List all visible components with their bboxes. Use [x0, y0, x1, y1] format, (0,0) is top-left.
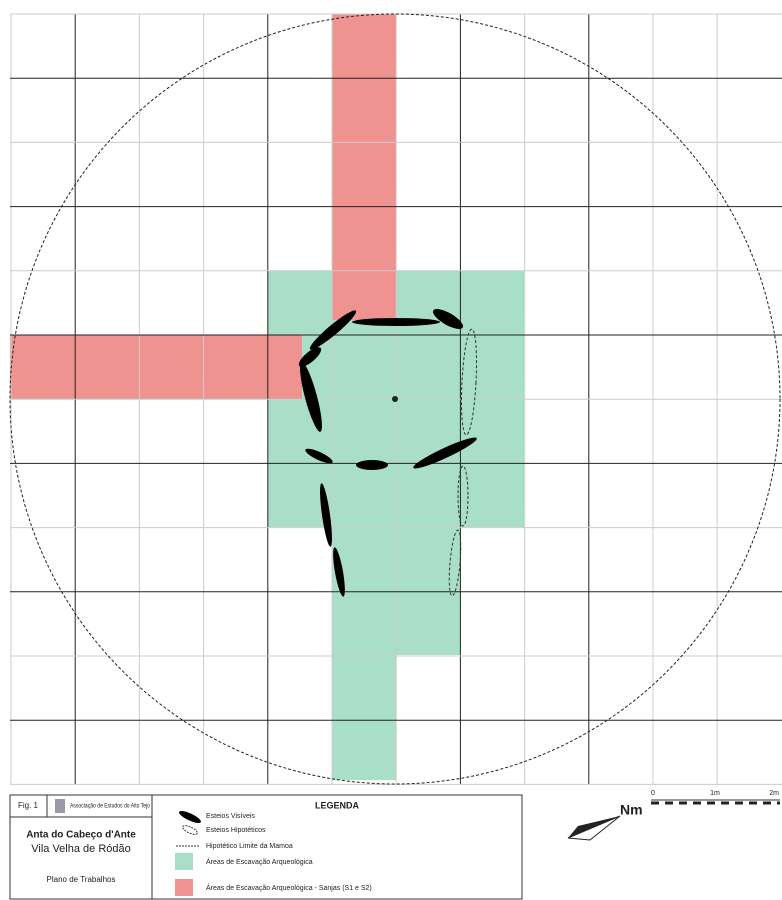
stone — [320, 483, 332, 547]
fig-label: Fig. 1 — [18, 801, 39, 810]
hypothetical-stone — [448, 529, 462, 597]
mound-limit — [9, 13, 781, 785]
excavation-areas — [10, 14, 524, 780]
excavation-area — [332, 655, 396, 780]
stones — [298, 309, 477, 597]
stone — [298, 347, 322, 367]
trench-s2 — [10, 335, 302, 399]
frame — [9, 794, 523, 900]
stone — [333, 547, 345, 597]
legend-swatch — [179, 811, 201, 823]
legend-swatch — [175, 853, 193, 870]
stone — [432, 309, 464, 329]
scale-label: 1m — [710, 790, 720, 797]
hypothetical-stones — [448, 328, 478, 597]
legend-item: Áreas de Escavação Arqueológica - Sanjas… — [206, 883, 372, 892]
hypothetical-stone — [457, 465, 469, 527]
legend-item: Esteios Visíveis — [206, 813, 255, 820]
plan: Plano de Trabalhos — [47, 875, 116, 884]
stone — [413, 437, 477, 469]
stone — [300, 362, 322, 432]
legend-title: LEGENDA — [315, 800, 360, 810]
trench-s1 — [332, 14, 396, 320]
legend-item: Esteios Hipotéticos — [206, 827, 266, 834]
legend-swatch — [175, 879, 193, 896]
north-arrow — [567, 815, 621, 841]
north-label: Nm — [620, 802, 643, 818]
stone — [356, 460, 388, 470]
site-name: Anta do Cabeço d'Ante — [26, 830, 136, 841]
stone — [352, 318, 440, 326]
hypothetical-stone — [460, 328, 478, 436]
legend-swatch — [182, 825, 198, 835]
logo — [55, 799, 65, 813]
place: Vila Velha de Ródão — [31, 843, 131, 855]
scale-bar — [651, 799, 780, 805]
org: Associação de Estudos do Alto Tejo — [70, 804, 151, 810]
stone — [309, 310, 357, 350]
center-point — [392, 396, 398, 402]
legend-item: Hipotético Limite da Mamoa — [206, 843, 293, 850]
legend-item: Áreas de Escavação Arqueológica — [206, 857, 313, 866]
stone — [305, 448, 333, 464]
title-block — [9, 794, 523, 900]
scale-label: 2m — [769, 790, 779, 797]
scale-label: 0 — [651, 790, 655, 797]
